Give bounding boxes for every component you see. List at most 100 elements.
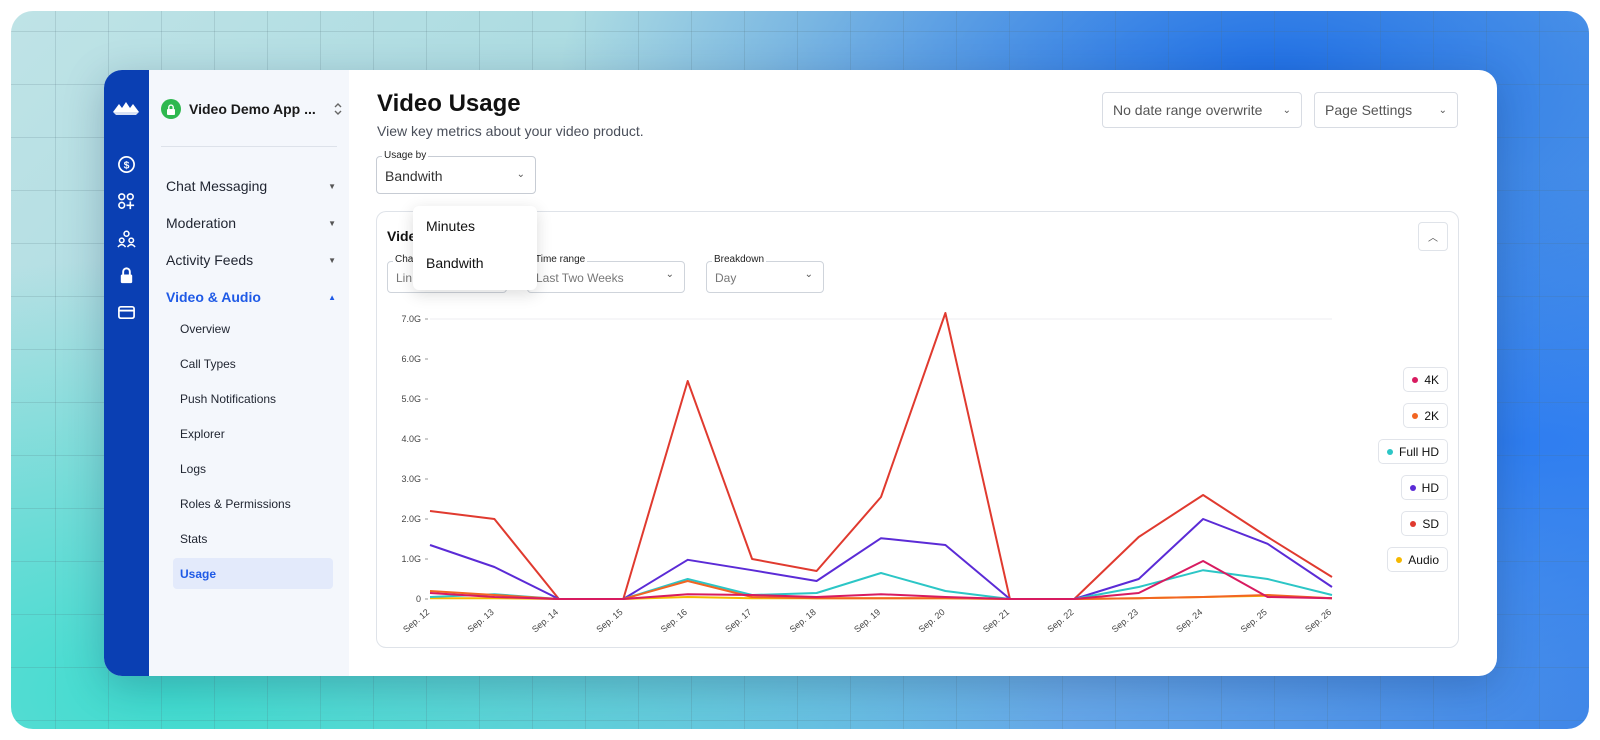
- page-subtitle: View key metrics about your video produc…: [377, 123, 644, 139]
- sidebar-item-label: Chat Messaging: [166, 178, 268, 194]
- dropdown-option-minutes[interactable]: Minutes: [426, 218, 476, 234]
- legend-dot-icon: [1412, 412, 1419, 419]
- sidebar-item-moderation[interactable]: Moderation ▼: [166, 212, 336, 234]
- sidebar-subitem-call-types[interactable]: Call Types: [173, 348, 333, 379]
- legend-dot-icon: [1409, 484, 1416, 491]
- x-tick-label: Sep. 13: [466, 607, 496, 635]
- project-switcher[interactable]: Video Demo App ...: [161, 98, 343, 120]
- collapse-button[interactable]: ︿: [1418, 222, 1448, 251]
- lock-icon[interactable]: [117, 266, 136, 285]
- time-range-select[interactable]: Time range Last Two Weeks ⌄: [527, 254, 685, 293]
- main-content: Video Usage View key metrics about your …: [349, 70, 1497, 676]
- sidebar-subitem-logs[interactable]: Logs: [173, 453, 333, 484]
- x-tick-label: Sep. 24: [1174, 607, 1204, 635]
- date-range-label: No date range overwrite: [1113, 102, 1263, 118]
- chevron-down-icon: ⌄: [665, 269, 674, 280]
- sidebar-subitem-push-notifications[interactable]: Push Notifications: [173, 383, 333, 414]
- sidebar-subitem-label: Overview: [180, 321, 231, 336]
- date-range-select[interactable]: No date range overwrite ⌄: [1102, 92, 1302, 128]
- y-tick-label: 6.0G: [401, 354, 421, 364]
- sidebar-subitem-label: Usage: [180, 566, 217, 581]
- legend-item-sd[interactable]: SD: [1401, 511, 1448, 536]
- chevron-down-icon: ⌄: [516, 169, 525, 180]
- sidebar-item-chat-messaging[interactable]: Chat Messaging ▼: [166, 175, 336, 197]
- legend-item-2k[interactable]: 2K: [1403, 403, 1448, 428]
- sidebar-subitem-label: Roles & Permissions: [180, 496, 291, 511]
- x-tick-label: Sep. 17: [723, 607, 753, 635]
- y-tick-label: 7.0G: [401, 314, 421, 324]
- usage-by-label: Usage by: [382, 150, 429, 161]
- breakdown-select[interactable]: Breakdown Day ⌄: [706, 254, 824, 293]
- legend-label: 4K: [1424, 372, 1439, 387]
- dropdown-option-bandwith[interactable]: Bandwith: [426, 255, 484, 271]
- x-tick-label: Sep. 14: [530, 607, 560, 635]
- time-range-value: Last Two Weeks: [536, 271, 624, 285]
- x-tick-label: Sep. 25: [1239, 607, 1269, 635]
- sidebar-subitem-label: Stats: [180, 531, 208, 546]
- legend-label: 2K: [1424, 408, 1439, 423]
- series-line-4k: [429, 560, 1333, 600]
- y-tick-label: 2.0G: [401, 514, 421, 524]
- chevron-down-icon: ⌄: [1438, 104, 1447, 116]
- card-icon[interactable]: [117, 303, 136, 322]
- project-name: Video Demo App ...: [189, 101, 316, 117]
- y-tick-label: 4.0G: [401, 434, 421, 444]
- page-title: Video Usage: [377, 90, 521, 117]
- usage-by-select[interactable]: Usage by Bandwith ⌄: [376, 150, 536, 194]
- breakdown-label: Breakdown: [712, 254, 767, 265]
- chart-type-value: Lin: [396, 271, 413, 285]
- x-tick-label: Sep. 22: [1045, 607, 1075, 635]
- usage-line-chart: 0 1.0G 2.0G 3.0G 4.0G 5.0G 6.0G 7.0G Sep. 12 Sep.…: [401, 312, 1333, 635]
- updown-chevron-icon: [334, 103, 342, 115]
- legend-label: SD: [1422, 516, 1439, 531]
- sidebar-subitem-overview[interactable]: Overview: [173, 313, 333, 344]
- video-usage-card: Vide ︿ Cha Lin Time range Last Two Weeks…: [376, 211, 1459, 648]
- legend-label: HD: [1421, 480, 1439, 495]
- usage-by-value: Bandwith: [385, 168, 443, 184]
- legend-label: Full HD: [1398, 444, 1439, 459]
- legend-item-4k[interactable]: 4K: [1403, 367, 1448, 392]
- sidebar: Video Demo App ... Chat Messaging ▼ Mode…: [149, 70, 349, 676]
- legend-dot-icon: [1410, 520, 1417, 527]
- y-tick-label: 3.0G: [401, 474, 421, 484]
- sidebar-subitem-explorer[interactable]: Explorer: [173, 418, 333, 449]
- sidebar-item-label: Activity Feeds: [166, 252, 254, 268]
- caret-down-icon: ▼: [328, 255, 336, 265]
- sidebar-subitem-usage[interactable]: Usage: [173, 558, 333, 589]
- svg-text:$: $: [124, 160, 130, 171]
- sidebar-subitem-label: Call Types: [180, 356, 236, 371]
- sidebar-item-video-audio[interactable]: Video & Audio ▲: [166, 286, 336, 308]
- usage-by-dropdown-menu: Minutes Bandwith: [413, 206, 537, 290]
- sidebar-subitem-label: Logs: [180, 461, 207, 476]
- project-lock-icon: [161, 99, 181, 119]
- x-tick-label: Sep. 18: [788, 607, 818, 635]
- chevron-up-icon: ︿: [1428, 233, 1438, 244]
- x-tick-label: Sep. 19: [852, 607, 882, 635]
- breakdown-value: Day: [715, 271, 737, 285]
- x-tick-label: Sep. 26: [1303, 607, 1333, 635]
- users-icon[interactable]: [117, 229, 136, 248]
- card-title: Vide: [387, 228, 417, 244]
- legend-item-hd[interactable]: HD: [1400, 475, 1448, 500]
- y-tick-label: 0: [416, 594, 421, 604]
- legend-item-full-hd[interactable]: Full HD: [1377, 439, 1448, 464]
- series-line-sd: [429, 312, 1333, 600]
- sidebar-item-activity-feeds[interactable]: Activity Feeds ▼: [166, 249, 336, 271]
- legend-item-audio[interactable]: Audio: [1387, 547, 1448, 572]
- chevron-down-icon: ⌄: [1282, 104, 1291, 116]
- caret-up-icon: ▲: [328, 292, 336, 302]
- stream-logo-icon[interactable]: [111, 98, 141, 118]
- apps-icon[interactable]: [117, 192, 136, 211]
- sidebar-divider: [161, 146, 337, 147]
- sidebar-subitem-roles-permissions[interactable]: Roles & Permissions: [173, 488, 333, 519]
- legend-dot-icon: [1386, 448, 1393, 455]
- dollar-icon[interactable]: $: [117, 155, 136, 174]
- sidebar-subitem-stats[interactable]: Stats: [173, 523, 333, 554]
- page-settings-button[interactable]: Page Settings ⌄: [1314, 92, 1458, 128]
- x-tick-label: Sep. 20: [917, 607, 947, 635]
- caret-down-icon: ▼: [328, 181, 336, 191]
- x-tick-label: Sep. 16: [659, 607, 689, 635]
- legend-dot-icon: [1412, 376, 1419, 383]
- legend-dot-icon: [1396, 556, 1403, 563]
- y-tick-label: 1.0G: [401, 554, 421, 564]
